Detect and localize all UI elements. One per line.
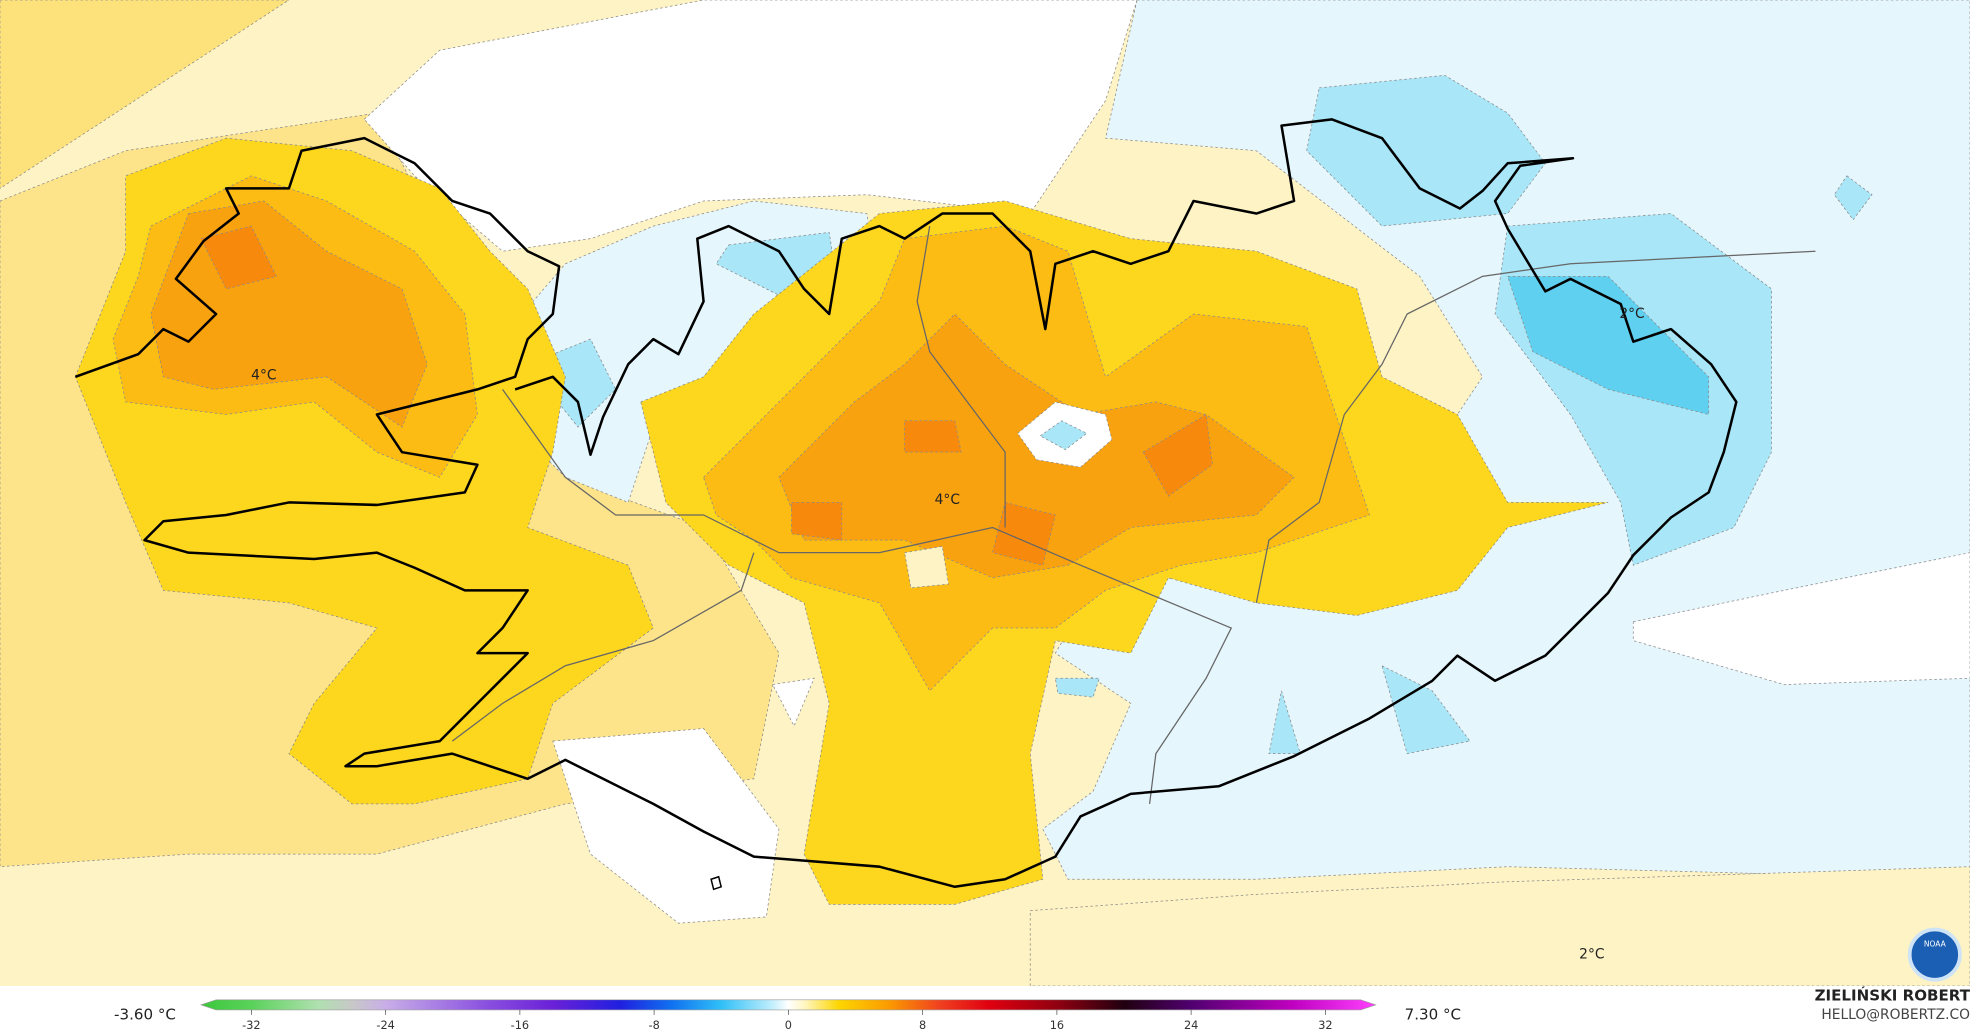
map-label: 4°C bbox=[251, 368, 276, 384]
colorbar-ticks: -32 -24 -16 -8 0 8 16 24 32 bbox=[242, 1009, 1333, 1032]
logo: NOAA bbox=[1907, 927, 1962, 982]
colorbar-tick-label: -24 bbox=[376, 1019, 394, 1032]
colorbar-tick-label: 32 bbox=[1318, 1019, 1332, 1032]
colorbar-tick-label: 0 bbox=[785, 1019, 792, 1032]
temperature-field bbox=[0, 0, 1970, 987]
colorbar-tick-label: 8 bbox=[919, 1019, 926, 1032]
credit-contact: HELLO@ROBERTZ.CO bbox=[1821, 1007, 1970, 1023]
colorbar-min-label: -3.60 °C bbox=[114, 1005, 176, 1023]
colorbar bbox=[200, 999, 1377, 1011]
map-label: 2°C bbox=[1619, 306, 1644, 322]
colorbar-tick-label: -8 bbox=[648, 1019, 659, 1032]
credit-name: ZIELIŃSKI ROBERT bbox=[1815, 986, 1970, 1005]
colorbar-tick-label: -32 bbox=[242, 1019, 260, 1032]
colorbar-tick-label: 16 bbox=[1050, 1019, 1064, 1032]
colorbar-tick-label: -16 bbox=[511, 1019, 529, 1032]
logo-text: NOAA bbox=[1924, 940, 1947, 949]
map-label: 2°C bbox=[1579, 947, 1604, 963]
coastline bbox=[74, 118, 1738, 889]
island bbox=[710, 875, 723, 891]
roads bbox=[451, 225, 1816, 804]
colorbar-max-label: 7.30 °C bbox=[1405, 1005, 1461, 1023]
colorbar-tick-label: 24 bbox=[1184, 1019, 1198, 1032]
map-label: 4°C bbox=[935, 492, 960, 508]
